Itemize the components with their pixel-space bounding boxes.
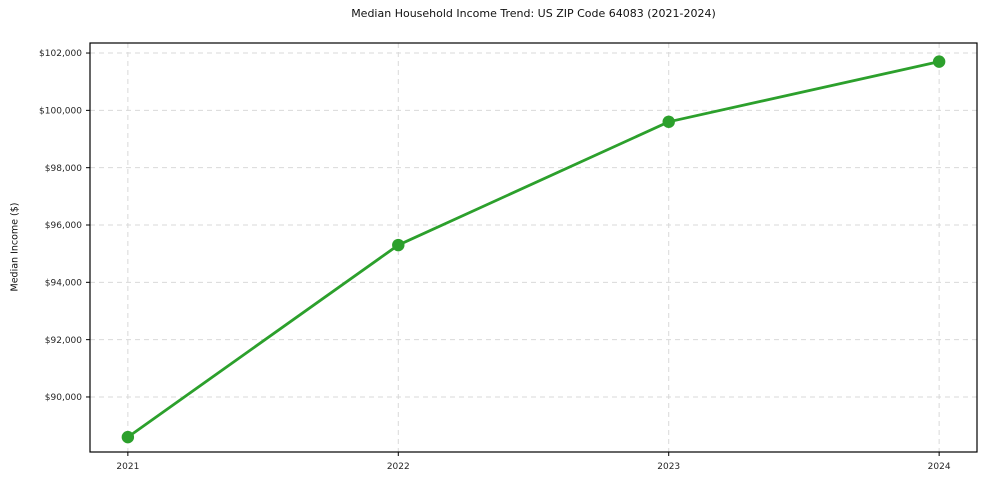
plot-border — [89, 42, 978, 453]
y-tick-label: $102,000 — [39, 49, 82, 59]
chart-title: Median Household Income Trend: US ZIP Co… — [351, 7, 716, 20]
x-tick-label: 2022 — [387, 462, 410, 472]
y-tick-label: $100,000 — [39, 107, 82, 117]
y-tick-label: $94,000 — [45, 279, 82, 289]
trend-line — [126, 60, 941, 439]
data-point-2024 — [932, 55, 946, 68]
x-tick-label: 2021 — [116, 462, 139, 472]
y-axis-title: Median Income ($) — [9, 202, 21, 292]
data-point-2023 — [662, 115, 675, 129]
y-tick-label: $92,000 — [45, 336, 82, 346]
data-point-2022 — [392, 238, 405, 252]
data-point-2021 — [121, 430, 135, 444]
y-tick-label: $96,000 — [45, 221, 82, 231]
x-tick-label: 2024 — [928, 462, 951, 472]
x-tick-label: 2023 — [657, 462, 680, 472]
y-tick-label: $90,000 — [45, 393, 82, 403]
y-tick-label: $98,000 — [45, 164, 82, 174]
